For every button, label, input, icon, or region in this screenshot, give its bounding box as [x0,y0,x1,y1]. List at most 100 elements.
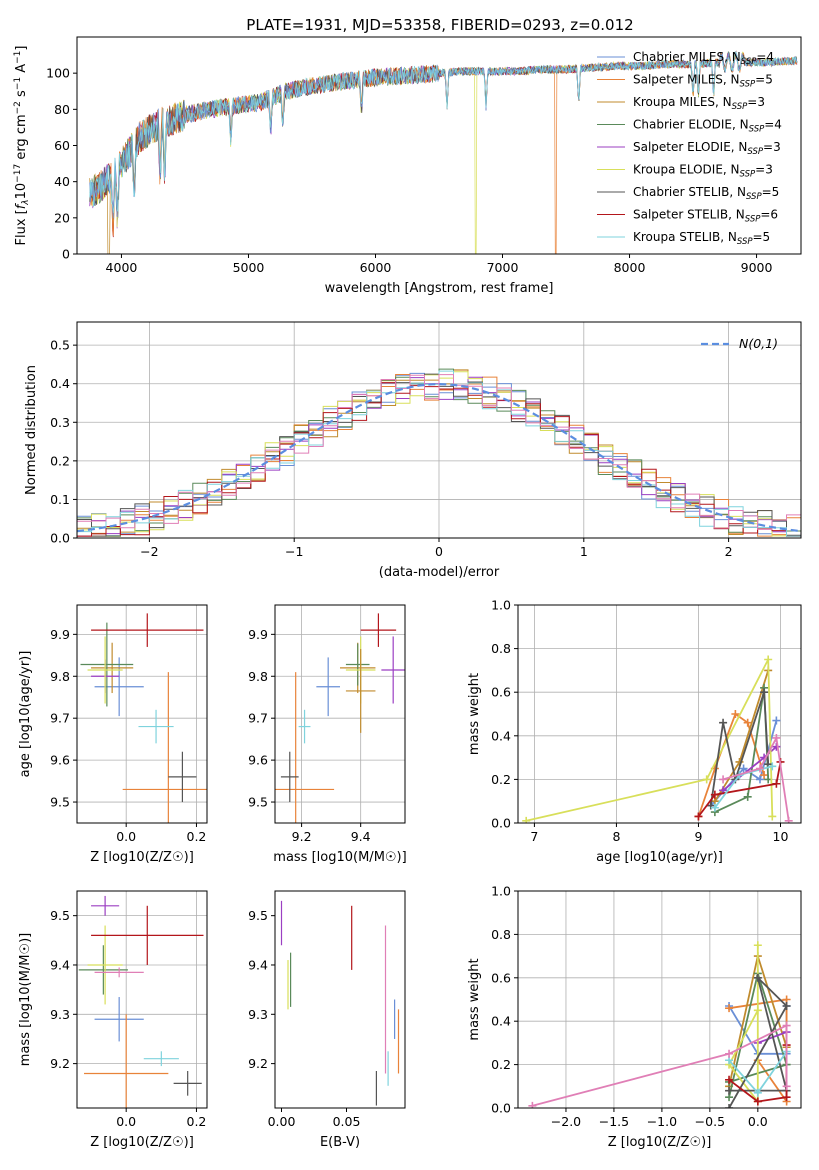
y-tick-label: 20 [54,210,70,225]
y-tick-label: 9.3 [50,1007,70,1022]
plot-area-age_vs_Z [80,613,207,823]
errorbar-point [173,1071,202,1096]
y-tick-label: 0.6 [491,685,511,700]
plot-area-weight_vs_age [522,655,793,823]
panel-age_vs_Z: 0.0 0.2 9.5 9.6 9.7 9.8 9.9 Z [log10(Z/Z☉)] age … [18,604,208,865]
axes-frame [274,604,406,824]
x-axis-label: (data-model)/error [379,565,500,580]
x-axis-label: E(B-V) [320,1135,360,1150]
weight-marker [768,812,777,821]
axes-frame [517,604,802,824]
x-tick-label: 0.0 [748,1114,768,1129]
errorbar-point [91,905,204,965]
weight-marker [764,655,773,664]
x-tick-label: 9000 [741,260,773,275]
weight-marker [760,771,769,780]
weight-marker [743,792,752,801]
errorbar-point [381,636,405,704]
x-axis-label: mass [log10(M/M☉)] [273,850,406,865]
weight-marker [694,812,703,821]
weight-marker [782,1021,791,1030]
x-tick-label: 0.00 [268,1114,296,1129]
panel-mass_vs_EBV: 0.00 0.05 9.2 9.3 9.4 9.5 E(B-V) [248,890,406,1150]
errorbar-point [94,657,144,717]
x-tick-label: 9.4 [351,829,371,844]
weight-line [532,1024,788,1107]
y-tick-label: 100 [46,66,70,81]
panel-weight_vs_Z: −2.0 −1.5 −1.0 −0.5 0.0 0.0 0.2 0.4 0.6 0.8 1.0 Z [… [467,884,802,1150]
panel-spectrum: Chabrier MILES, NSSP=4 Salpeter MILES, NS… [13,36,802,296]
axes-frame [517,890,802,1109]
x-axis-label: age [log10(age/yr)] [596,850,723,865]
weight-marker [725,1075,734,1084]
y-tick-label: 0.4 [491,728,511,743]
errorbar-point [138,709,174,744]
weight-marker [755,775,764,784]
y-tick-label: 0.0 [491,816,511,831]
weight-marker [753,1006,762,1015]
x-tick-label: 9.2 [292,829,312,844]
y-tick-label: 9.6 [248,753,268,768]
y-tick-label: 1.0 [491,884,511,899]
weight-marker [739,764,748,773]
panel-weight_vs_age: 7 8 9 10 0.0 0.2 0.4 0.6 0.8 1.0 age [log10(age/yr… [467,598,802,865]
weight-marker [782,1002,791,1011]
weight-marker [760,688,769,697]
errorbar-point [84,1014,169,1108]
plot-area-residuals [77,368,801,537]
panel-age_vs_mass: 9.2 9.4 9.5 9.6 9.7 9.8 9.9 mass [log10(M/M☉)] [248,604,407,865]
axes-frame [76,604,208,824]
x-tick-label: −2.0 [551,1114,581,1129]
y-tick-label: 9.4 [248,957,268,972]
x-tick-label: 4000 [106,260,138,275]
errorbar-point [87,925,123,1005]
weight-marker [753,941,762,950]
y-tick-label: 9.2 [50,1056,70,1071]
weight-line [525,659,774,822]
weight-marker [782,1093,791,1102]
x-tick-label: 5000 [233,260,265,275]
weight-marker [784,816,793,823]
errorbar-point [168,751,197,803]
x-tick-label: 1 [580,544,588,559]
weight-marker [725,1104,734,1108]
spectrum-line [89,51,798,214]
weight-marker [710,790,719,799]
x-tick-label: −1 [285,544,303,559]
y-tick-label: 0.0 [50,531,70,546]
x-tick-label: 8 [612,829,620,844]
plot-area-weight_vs_Z [528,941,791,1108]
x-tick-label: 0.0 [116,1114,136,1129]
x-tick-label: 9 [694,829,702,844]
y-tick-label: 9.5 [248,795,268,810]
errorbar-point [345,643,370,686]
plot-area-age_vs_mass [275,613,405,823]
legend-label: Kroupa MILES, NSSP=3 [633,95,765,112]
x-tick-label: 8000 [614,260,646,275]
figure-title: PLATE=1931, MJD=53358, FIBERID=0293, z=0… [246,16,633,34]
x-tick-label: −2 [140,544,158,559]
weight-marker [731,710,740,718]
weight-marker [772,716,781,725]
y-tick-label: 0.6 [491,970,511,985]
x-axis-label: wavelength [Angstrom, rest frame] [325,281,554,296]
weight-marker [753,1097,762,1106]
weight-marker [768,762,777,771]
x-tick-label: 7000 [487,260,519,275]
errorbar-point [80,622,134,707]
y-tick-label: 9.8 [248,669,268,684]
x-tick-label: 0.05 [333,1114,361,1129]
y-tick-label: 1.0 [491,598,511,613]
legend-label: Kroupa ELODIE, NSSP=3 [633,163,773,180]
x-tick-label: −1.0 [647,1114,677,1129]
y-tick-label: 9.6 [50,753,70,768]
weight-marker [706,801,715,810]
legend-label: N(0,1) [739,336,778,351]
y-tick-label: 0.4 [50,376,70,391]
y-tick-label: 9.2 [248,1056,268,1071]
plot-area-spectrum [89,50,798,254]
y-tick-label: 9.7 [248,711,268,726]
y-tick-label: 9.5 [50,795,70,810]
errorbar-point [94,997,144,1042]
y-tick-label: 9.9 [248,627,268,642]
